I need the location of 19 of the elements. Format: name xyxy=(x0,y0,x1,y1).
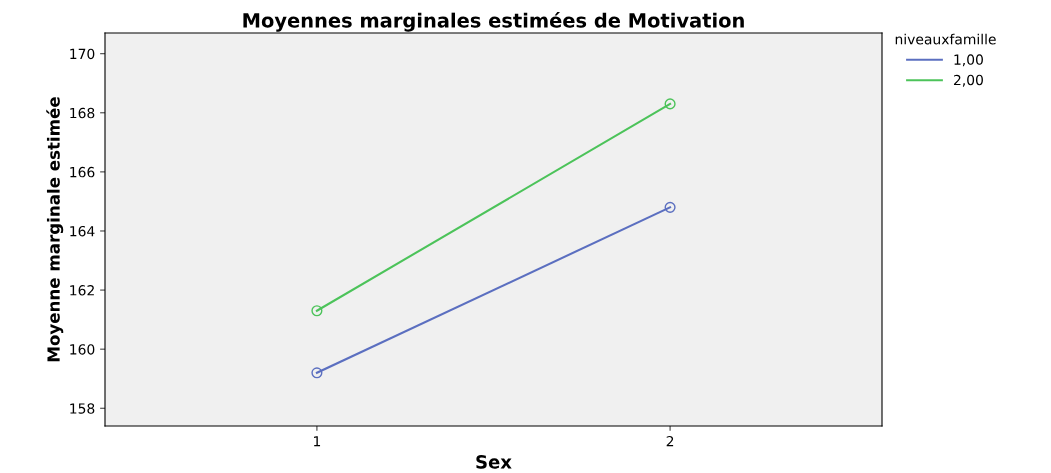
legend-title: niveauxfamille xyxy=(895,33,996,45)
y-tick-label: 162 xyxy=(70,285,94,296)
y-tick-label: 168 xyxy=(70,107,95,119)
y-tick-label: 160 xyxy=(70,344,95,355)
x-axis-title: Sex xyxy=(476,455,512,469)
legend-label: 1,00 xyxy=(954,54,983,67)
point xyxy=(311,367,323,379)
x-tick-label: 1 xyxy=(314,436,321,447)
point xyxy=(664,98,676,110)
chart-title: Moyennes marginales estimées de Motivation xyxy=(243,11,744,32)
y-tick-label: 158 xyxy=(70,403,95,414)
y-tick-label: 166 xyxy=(70,166,95,178)
x-tick-label: 2 xyxy=(666,435,674,447)
point xyxy=(664,201,676,213)
legend-label: 2,00 xyxy=(953,74,983,87)
y-axis-title: Moyenne marginale estimée xyxy=(46,97,64,362)
y-tick-label: 164 xyxy=(70,225,95,237)
y-tick-label: 170 xyxy=(70,48,95,60)
point xyxy=(311,305,323,317)
